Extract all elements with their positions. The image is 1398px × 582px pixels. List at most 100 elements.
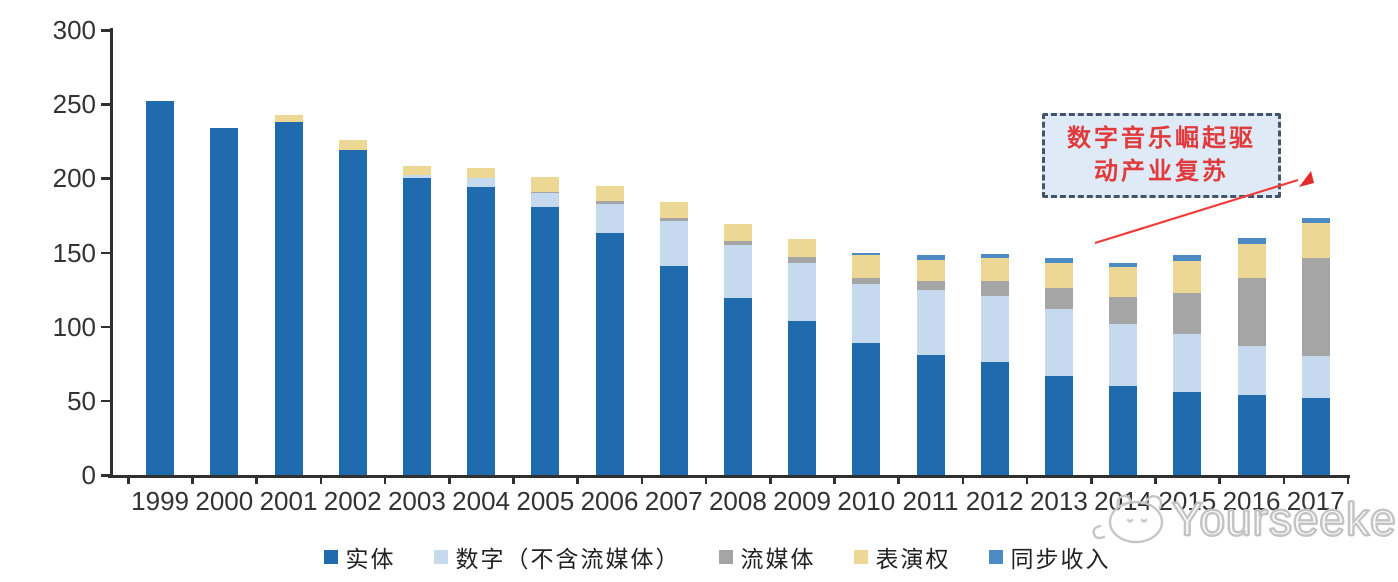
bar-segment-2012	[980, 362, 1009, 475]
bar-segment-2016	[1237, 277, 1266, 346]
y-axis-label: 200	[52, 163, 96, 194]
bar-segment-2011	[916, 259, 945, 281]
bar-segment-2007	[659, 218, 688, 222]
bar-segment-2005	[531, 176, 560, 192]
bar-segment-2006	[595, 233, 624, 475]
x-axis-tick	[897, 475, 900, 484]
x-axis-label-2003: 2003	[387, 486, 446, 516]
legend-swatch-icon	[853, 550, 868, 564]
y-axis-tick	[101, 325, 111, 329]
bar-segment-2005	[531, 191, 560, 194]
y-axis-tick	[101, 251, 111, 254]
bar-segment-2016	[1237, 394, 1266, 475]
y-axis-label: 0	[81, 460, 96, 490]
bar-segment-2001	[274, 114, 303, 122]
bar-segment-2017	[1301, 258, 1330, 357]
bar-segment-2007	[659, 221, 688, 266]
legend-item: 表演权	[853, 540, 951, 574]
y-axis-tick	[101, 29, 111, 32]
annotation-text-line2: 动产业复苏	[1094, 158, 1229, 185]
bar-segment-2009	[788, 256, 817, 263]
bar-segment-2003	[402, 178, 431, 475]
y-axis-label: 300	[52, 15, 96, 45]
bar-segment-2000	[210, 127, 239, 475]
bar-segment-2013	[1044, 258, 1073, 263]
bar-segment-2014	[1109, 323, 1138, 386]
x-axis-tick	[576, 475, 579, 484]
chart-legend: 实体 数字（不含流媒体） 流媒体 表演权 同步收入	[0, 540, 1398, 574]
x-axis-tick	[1346, 475, 1350, 484]
bar-segment-2009	[788, 239, 817, 257]
bar-segment-2004	[467, 167, 496, 179]
bar-segment-2014	[1109, 262, 1138, 268]
bar-segment-2015	[1173, 255, 1202, 262]
annotation-callout: 数字音乐崛起驱 动产业复苏	[1042, 113, 1281, 198]
x-axis-tick	[1282, 475, 1286, 484]
x-axis-label-2008: 2008	[708, 486, 767, 516]
x-axis-line	[108, 475, 1350, 478]
bar-segment-2002	[338, 139, 367, 151]
x-axis-tick	[1090, 475, 1093, 484]
y-axis-tick	[101, 103, 111, 106]
bar-segment-2010	[852, 342, 881, 475]
bar-segment-2006	[595, 185, 624, 201]
bar-segment-2008	[723, 240, 752, 246]
x-axis-label-2016: 2016	[1222, 486, 1281, 516]
bar-segment-2014	[1109, 297, 1138, 324]
annotation-arrow	[1094, 171, 1314, 245]
legend-label: 数字（不含流媒体）	[455, 547, 681, 572]
x-axis-tick	[127, 475, 130, 484]
x-axis-tick	[1218, 475, 1221, 484]
bar-segment-2007	[659, 265, 688, 475]
bar-segment-2010	[852, 277, 881, 284]
legend-item: 流媒体	[718, 540, 816, 574]
bar-segment-2008	[723, 224, 752, 241]
bar-segment-2016	[1237, 243, 1266, 278]
x-axis-label-2012: 2012	[965, 486, 1024, 516]
x-axis-tick	[319, 475, 323, 484]
y-axis-label: 150	[52, 237, 96, 268]
x-axis-label-2013: 2013	[1029, 486, 1088, 516]
x-axis-label-2014: 2014	[1094, 486, 1153, 516]
x-axis-label-2005: 2005	[516, 486, 575, 516]
bar-segment-2015	[1173, 391, 1202, 475]
bar-segment-2012	[980, 253, 1009, 259]
legend-swatch-icon	[988, 550, 1003, 564]
y-axis-tick	[101, 474, 111, 477]
y-axis-line	[110, 28, 113, 478]
bar-segment-2017	[1301, 356, 1330, 398]
arrowhead-icon	[1299, 171, 1314, 187]
x-axis-label-2000: 2000	[195, 486, 254, 516]
x-axis-tick	[383, 475, 387, 484]
legend-swatch-icon	[433, 550, 448, 564]
bar-segment-2012	[980, 295, 1009, 363]
bar-segment-2008	[723, 298, 752, 475]
bar-segment-2004	[467, 178, 496, 188]
x-axis-label-2007: 2007	[644, 486, 703, 516]
legend-item: 实体	[323, 540, 396, 574]
bar-segment-2002	[338, 150, 367, 475]
bar-segment-2017	[1301, 218, 1330, 223]
x-axis-label-2004: 2004	[452, 486, 511, 516]
x-axis-label-2009: 2009	[773, 486, 832, 516]
bar-segment-2016	[1237, 345, 1266, 395]
bar-segment-2008	[723, 245, 752, 299]
x-axis-label-2010: 2010	[837, 486, 896, 516]
bar-segment-2003	[402, 175, 431, 179]
x-axis-tick	[769, 475, 772, 484]
bar-segment-2006	[595, 200, 624, 204]
bar-segment-2013	[1044, 375, 1073, 475]
x-axis-label-2002: 2002	[323, 486, 382, 516]
legend-swatch-icon	[718, 550, 733, 564]
bar-segment-2001	[274, 121, 303, 475]
y-axis-label: 50	[67, 385, 96, 416]
bar-segment-2015	[1173, 261, 1202, 293]
legend-label: 同步收入	[1010, 547, 1111, 572]
x-axis-tick	[255, 475, 258, 484]
x-axis-label-2015: 2015	[1158, 486, 1217, 516]
legend-item: 同步收入	[988, 540, 1111, 574]
bar-segment-2004	[467, 187, 496, 475]
bar-segment-1999	[146, 101, 175, 475]
bar-segment-2005	[531, 206, 560, 475]
